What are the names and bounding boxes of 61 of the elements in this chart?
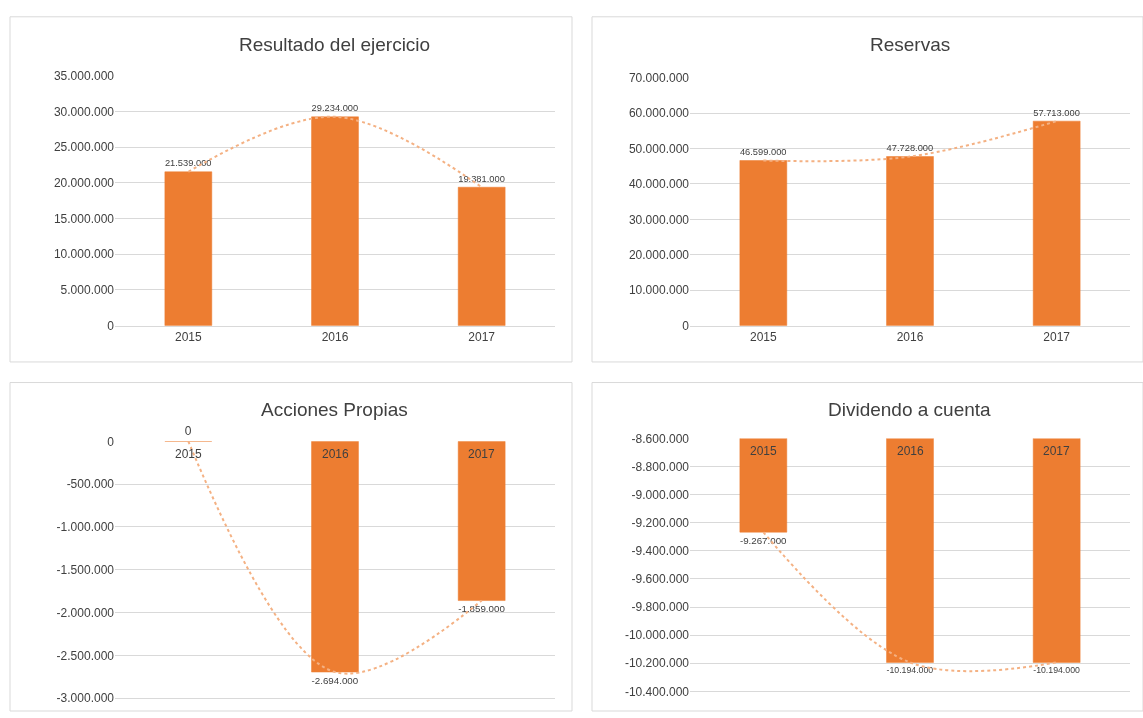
y-tick-label: -9.800.000	[631, 600, 690, 615]
data-label: -1.859.000	[458, 603, 506, 615]
y-tick-label: -2.500.000	[56, 648, 115, 663]
x-tick-label: 2016	[896, 330, 924, 345]
y-tick-label: 15.000.000	[53, 211, 115, 226]
x-tick-label: 2017	[1043, 330, 1071, 345]
y-tick-label: -9.400.000	[631, 544, 690, 559]
y-tick-label: -9.600.000	[631, 572, 690, 587]
y-tick-label: -1.000.000	[56, 520, 115, 535]
x-tick-label: 2015	[750, 444, 778, 458]
chart-title: Resultado del ejercicio	[239, 34, 431, 55]
chart-title: Dividendo a cuenta	[828, 399, 992, 420]
y-tick-label: -10.200.000	[624, 656, 690, 671]
data-label: 19.381.000	[458, 173, 505, 184]
y-tick-label: -500.000	[66, 477, 115, 492]
data-label: 46.599.000	[739, 147, 787, 158]
y-tick-label: 70.000.000	[628, 70, 690, 85]
y-tick-label: 30.000.000	[53, 104, 115, 119]
y-tick-label: 10.000.000	[53, 247, 115, 262]
y-tick-label: -9.000.000	[631, 487, 690, 502]
y-tick-label: -8.600.000	[631, 431, 690, 446]
data-label: -10.194.000	[886, 665, 934, 676]
y-tick-label: 10.000.000	[628, 283, 690, 298]
y-tick-label: -2.000.000	[56, 605, 115, 620]
data-label: -10.194.000	[1033, 665, 1080, 676]
y-tick-label: 35.000.000	[53, 68, 115, 83]
x-tick-label: 2017	[1043, 444, 1071, 458]
x-tick-label: 2015	[175, 447, 203, 461]
y-tick-label: -10.400.000	[624, 684, 690, 699]
x-tick-label: 2016	[322, 447, 350, 461]
y-tick-label: -8.800.000	[631, 459, 690, 474]
x-tick-label: 2016	[897, 444, 925, 458]
y-tick-label: 0	[107, 318, 115, 333]
y-tick-label: 60.000.000	[628, 106, 690, 121]
y-tick-label: -10.000.000	[624, 628, 690, 643]
data-label: 21.539.000	[164, 158, 212, 169]
data-label: -2.694.000	[311, 675, 359, 686]
x-tick-label: 2015	[174, 330, 202, 345]
y-tick-label: 0	[682, 318, 690, 333]
y-tick-label: -1.500.000	[56, 563, 115, 578]
y-tick-label: 50.000.000	[628, 141, 690, 156]
data-label: 57.713.000	[1033, 107, 1080, 118]
y-tick-label: 25.000.000	[53, 140, 115, 155]
x-tick-label: 2016	[321, 330, 349, 345]
y-tick-label: -9.200.000	[631, 515, 690, 530]
data-label: 47.728.000	[886, 143, 934, 154]
y-tick-label: 5.000.000	[60, 283, 115, 298]
data-label: 29.234.000	[311, 103, 359, 114]
chart-title: Reservas	[870, 34, 951, 55]
x-tick-label: 2015	[749, 330, 777, 345]
y-tick-label: 20.000.000	[628, 247, 690, 262]
data-label: 0	[184, 424, 192, 439]
y-tick-label: 30.000.000	[628, 212, 690, 227]
data-label: -9.267.000	[739, 535, 788, 547]
y-tick-label: 0	[107, 434, 115, 449]
y-tick-label: 40.000.000	[628, 177, 690, 192]
chart-title: Acciones Propias	[261, 399, 408, 420]
x-tick-label: 2017	[468, 447, 496, 461]
y-tick-label: 20.000.000	[53, 175, 115, 190]
y-tick-label: -3.000.000	[56, 691, 115, 706]
x-tick-label: 2017	[468, 330, 496, 345]
